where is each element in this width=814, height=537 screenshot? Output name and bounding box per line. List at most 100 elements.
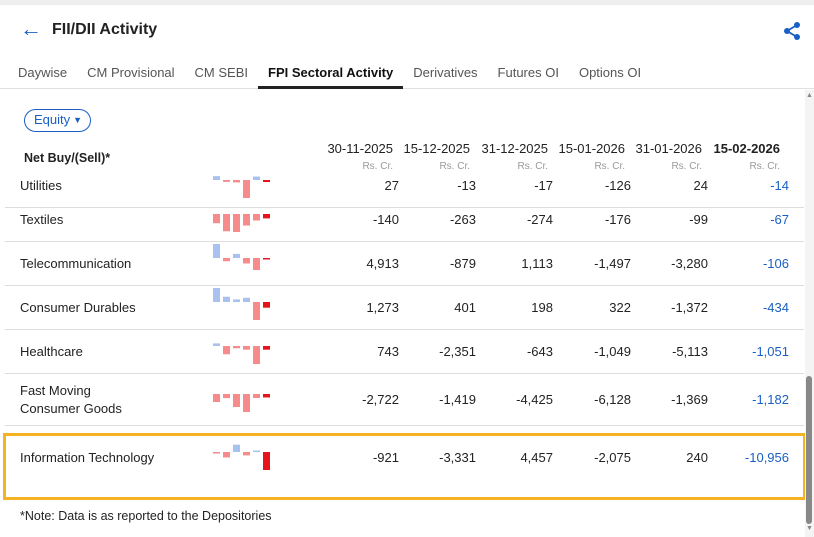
tab-bar: Daywise CM Provisional CM SEBI FPI Sectoral… <box>0 56 814 89</box>
sector-table: Utilities 27 -13 -17 -126 24 -14 Textiles -140 -2… <box>5 173 804 499</box>
sparkline-bar <box>233 394 240 407</box>
value-cell: -274 <box>526 212 553 227</box>
highlight-box <box>3 433 806 500</box>
value-cell: -2,075 <box>594 450 631 465</box>
sparkline-bar <box>243 346 250 350</box>
value-cell: -434 <box>762 300 789 315</box>
value-cell: -67 <box>770 212 789 227</box>
sparkline-bar <box>243 297 250 302</box>
value-cell: -1,372 <box>671 300 708 315</box>
value-cell: -126 <box>604 177 631 193</box>
table-row: Consumer Durables 1,273 401 198 322 -1,372 -43… <box>5 286 804 330</box>
sparkline-bar <box>263 394 270 398</box>
scroll-up-icon[interactable]: ▲ <box>806 92 813 99</box>
tab-futures-oi[interactable]: Futures OI <box>497 65 559 80</box>
sparkline-bar <box>253 394 260 399</box>
sparkline-bar <box>213 175 220 180</box>
value-cell: -4,425 <box>516 392 553 407</box>
sparkline-bar <box>263 452 270 470</box>
sparkline-bar <box>263 258 270 260</box>
sparkline-bar <box>263 302 270 308</box>
sparkline-bar <box>223 179 230 182</box>
page-title: FII/DII Activity <box>52 21 158 38</box>
value-cell: -3,331 <box>439 450 476 465</box>
top-strip <box>0 0 814 5</box>
sparkline <box>213 343 270 364</box>
scrollbar[interactable]: ▲ ▼ <box>805 90 814 537</box>
value-cell: -1,419 <box>439 392 476 407</box>
sector-name: Fast Moving Consumer Goods <box>20 383 122 416</box>
sparkline-bar <box>263 179 270 182</box>
scrollbar-thumb[interactable] <box>806 376 812 524</box>
net-buy-sell-label: Net Buy/(Sell)* <box>24 151 111 165</box>
value-cell: -140 <box>372 212 399 227</box>
value-cell: 322 <box>609 300 631 315</box>
sparkline-bar <box>243 258 250 264</box>
column-unit: Rs. Cr. <box>671 161 702 172</box>
app-header: ← FII/DII Activity <box>0 5 814 53</box>
value-cell: -2,351 <box>439 344 476 359</box>
value-cell: 198 <box>531 300 553 315</box>
value-cell: 1,113 <box>521 256 553 271</box>
sparkline-bar <box>213 244 220 258</box>
column-unit: Rs. Cr. <box>439 161 470 172</box>
column-header-date: 15-02-2026 <box>713 141 781 156</box>
sparkline <box>213 214 270 232</box>
column-unit: Rs. Cr. <box>594 161 625 172</box>
value-cell: -643 <box>526 344 553 359</box>
value-cell: -1,182 <box>752 392 789 407</box>
sparkline <box>213 244 270 271</box>
sparkline-bar <box>243 179 250 198</box>
sparkline-bar <box>243 452 250 456</box>
sparkline-bar <box>243 214 250 226</box>
value-cell: -176 <box>604 212 631 227</box>
tab-daywise[interactable]: Daywise <box>18 65 68 80</box>
tab-fpi-sectoral-activity[interactable]: FPI Sectoral Activity <box>258 56 404 89</box>
column-header-date: 31-12-2025 <box>481 141 549 156</box>
sparkline-bar <box>263 214 270 219</box>
value-cell: 240 <box>686 450 708 465</box>
sparkline-bar <box>243 394 250 412</box>
value-cell: -17 <box>534 177 553 193</box>
footnote: *Note: Data is as reported to the Deposi… <box>20 509 272 523</box>
share-icon[interactable] <box>782 21 802 41</box>
table-row: Utilities 27 -13 -17 -126 24 -14 <box>5 173 804 208</box>
value-cell: -921 <box>372 450 399 465</box>
value-cell: 4,913 <box>366 256 399 271</box>
sparkline-bar <box>253 214 260 221</box>
table-row: Healthcare 743 -2,351 -643 -1,049 -5,113 -1,05… <box>5 330 804 374</box>
sparkline-bar <box>223 394 230 399</box>
segment-dropdown-value: Equity <box>34 112 71 127</box>
sparkline-bar <box>233 346 240 349</box>
sparkline <box>213 444 270 470</box>
sparkline-bar <box>213 452 220 454</box>
sector-name: Utilities <box>20 177 62 193</box>
tab-options-oi[interactable]: Options OI <box>578 65 642 80</box>
sector-name: Information Technology <box>20 450 155 465</box>
value-cell: -14 <box>770 177 789 193</box>
sparkline-bar <box>233 253 240 258</box>
tab-cm-sebi[interactable]: CM SEBI <box>194 65 249 80</box>
tab-derivatives[interactable]: Derivatives <box>413 65 478 80</box>
value-cell: -1,497 <box>594 256 631 271</box>
value-cell: -3,280 <box>671 256 708 271</box>
sparkline-bar <box>213 214 220 224</box>
sparkline <box>213 288 270 320</box>
value-cell: 24 <box>693 177 708 193</box>
value-cell: -10,956 <box>744 450 789 465</box>
column-header-date: 31-01-2026 <box>635 141 703 156</box>
sector-name: Healthcare <box>20 344 83 359</box>
scroll-down-icon[interactable]: ▼ <box>806 525 813 532</box>
column-header-date: 30-11-2025 <box>327 141 393 156</box>
segment-dropdown[interactable]: Equity ▼ <box>24 109 92 132</box>
value-cell: 4,457 <box>520 450 553 465</box>
sparkline-bar <box>233 299 240 302</box>
sparkline-bar <box>253 346 260 364</box>
value-cell: -1,369 <box>671 392 708 407</box>
sector-name: Textiles <box>20 212 64 227</box>
tab-cm-provisional[interactable]: CM Provisional <box>87 65 175 80</box>
sparkline-bar <box>223 452 230 458</box>
sparkline <box>213 394 270 412</box>
arrow-left-icon[interactable]: ← <box>20 16 42 41</box>
sparkline-bar <box>223 296 230 302</box>
